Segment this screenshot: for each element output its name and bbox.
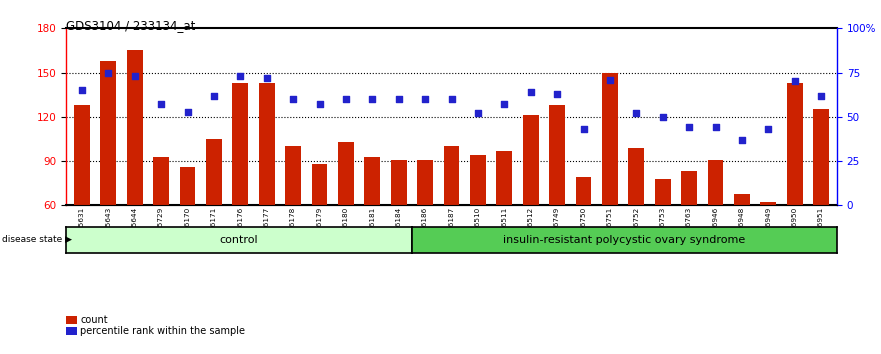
Bar xyxy=(365,156,381,205)
Point xyxy=(497,102,511,107)
Bar xyxy=(628,148,644,205)
Bar xyxy=(681,171,697,205)
Point xyxy=(735,137,749,143)
Bar xyxy=(522,115,538,205)
Text: disease state ▶: disease state ▶ xyxy=(2,235,71,244)
Point xyxy=(655,114,670,120)
Point xyxy=(629,110,643,116)
Point xyxy=(682,125,696,130)
Point xyxy=(470,110,485,116)
Point xyxy=(75,87,89,93)
Point xyxy=(313,102,327,107)
Point xyxy=(576,126,590,132)
Point xyxy=(603,77,617,82)
Bar xyxy=(602,73,618,205)
Point xyxy=(392,96,406,102)
Point xyxy=(233,73,248,79)
Point xyxy=(128,73,142,79)
Point xyxy=(418,96,433,102)
Bar xyxy=(285,146,301,205)
Bar xyxy=(655,179,670,205)
Text: GDS3104 / 233134_at: GDS3104 / 233134_at xyxy=(66,19,196,33)
Point xyxy=(761,126,775,132)
Bar xyxy=(153,156,169,205)
Point xyxy=(207,93,221,98)
Bar xyxy=(734,194,750,205)
Point xyxy=(550,91,564,97)
Bar xyxy=(496,151,512,205)
Bar xyxy=(127,51,143,205)
Text: insulin-resistant polycystic ovary syndrome: insulin-resistant polycystic ovary syndr… xyxy=(503,235,745,245)
Text: percentile rank within the sample: percentile rank within the sample xyxy=(80,326,245,336)
Point xyxy=(788,79,802,84)
Bar xyxy=(391,160,407,205)
Bar xyxy=(233,83,248,205)
Bar xyxy=(206,139,222,205)
Point xyxy=(814,93,828,98)
Bar xyxy=(100,61,116,205)
Point xyxy=(154,102,168,107)
Bar xyxy=(787,83,803,205)
Bar xyxy=(180,167,196,205)
Point xyxy=(366,96,380,102)
Point xyxy=(523,89,537,95)
Point xyxy=(708,125,722,130)
Point xyxy=(286,96,300,102)
Bar xyxy=(312,164,328,205)
Point xyxy=(444,96,458,102)
Bar xyxy=(338,142,354,205)
Point xyxy=(339,96,353,102)
Point xyxy=(101,70,115,75)
Bar xyxy=(74,105,90,205)
Bar xyxy=(418,160,433,205)
Bar xyxy=(575,177,591,205)
Text: control: control xyxy=(219,235,258,245)
Bar xyxy=(444,146,459,205)
Bar xyxy=(760,202,776,205)
Point xyxy=(260,75,274,81)
Bar xyxy=(549,105,565,205)
Bar xyxy=(707,160,723,205)
Bar xyxy=(470,155,485,205)
Text: count: count xyxy=(80,315,107,325)
Bar xyxy=(259,83,275,205)
Point xyxy=(181,109,195,114)
Bar xyxy=(813,109,829,205)
